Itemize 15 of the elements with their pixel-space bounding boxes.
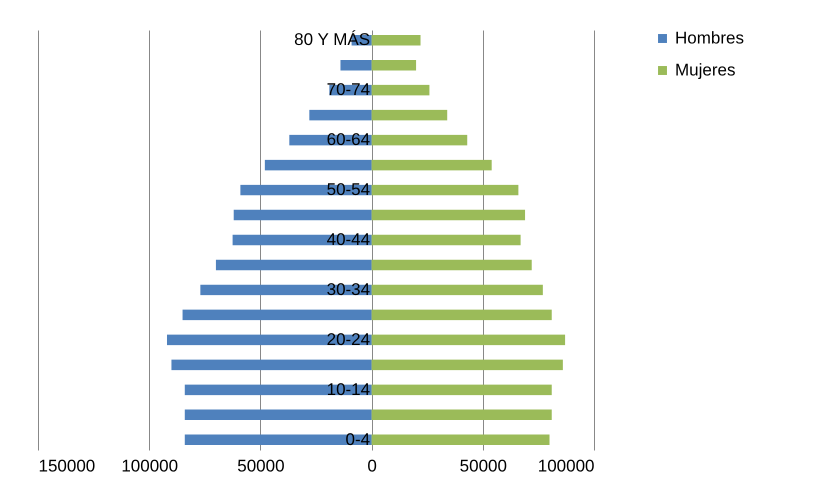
x-tick-label: 100000	[538, 456, 594, 476]
y-tick-label: 40-44	[326, 230, 370, 249]
legend-label: Mujeres	[675, 60, 736, 80]
y-tick-label: 0-4	[346, 430, 370, 449]
x-tick-label: 0	[367, 456, 377, 476]
x-tick-label: 50000	[460, 456, 507, 476]
y-tick-label: 60-64	[326, 130, 370, 150]
y-tick-label: 20-24	[326, 330, 370, 349]
y-tick-label: 10-14	[326, 380, 370, 399]
x-tick-label: 100000	[121, 456, 178, 476]
x-tick-label: 50000	[237, 456, 285, 476]
y-tick-label: 50-54	[326, 180, 370, 200]
y-tick-label: 30-34	[326, 280, 370, 299]
x-tick-label: 150000	[38, 456, 96, 476]
legend-label: Hombres	[675, 28, 744, 48]
